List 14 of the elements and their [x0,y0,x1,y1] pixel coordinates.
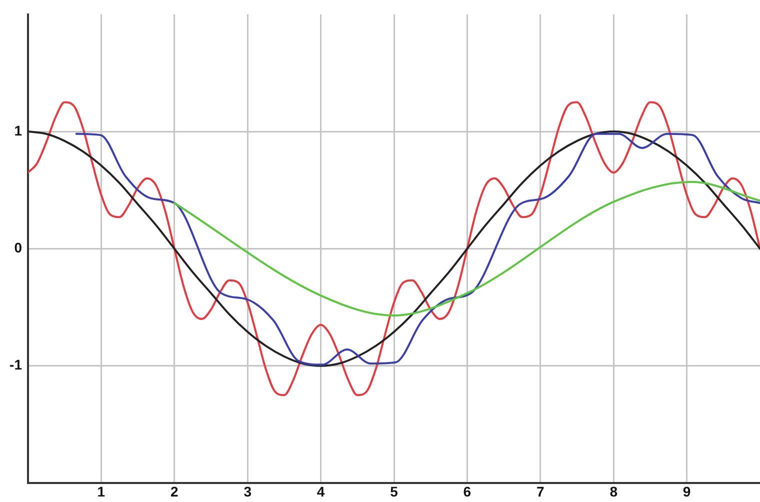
line-series [28,101,760,396]
x-tick-label: 5 [390,483,398,500]
y-tick-label: 0 [14,240,22,256]
x-tick-label: 9 [682,483,691,500]
x-tick-label: 2 [170,483,178,500]
x-tick-label: 6 [463,483,472,500]
x-tick-label: 4 [316,483,325,500]
x-tick-label: 1 [97,483,106,500]
x-tick-label: 3 [244,483,252,500]
y-tick-label: 1 [14,122,22,138]
x-tick-label: 8 [610,483,618,500]
y-tick-label: -1 [10,356,22,373]
x-tick-label: 7 [536,483,544,500]
line-series [173,180,760,316]
